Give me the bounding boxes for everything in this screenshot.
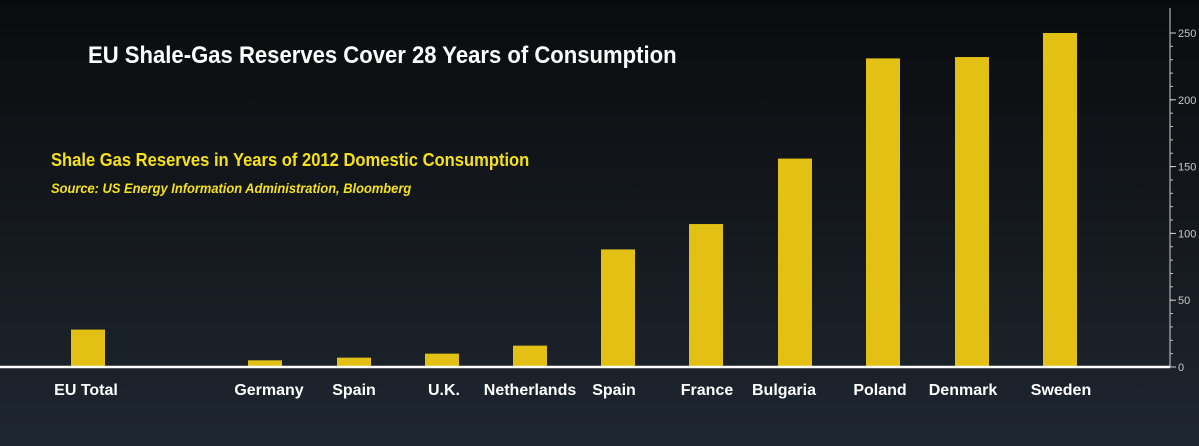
chart-source: Source: US Energy Information Administra…: [51, 180, 412, 196]
y-tick-label: 100: [1178, 228, 1196, 240]
category-label: U.K.: [428, 382, 460, 399]
bar: [1043, 33, 1077, 367]
bar: [248, 360, 282, 367]
y-tick-label: 200: [1178, 95, 1196, 107]
category-label: Germany: [234, 382, 303, 399]
bar: [601, 249, 635, 367]
bar: [866, 58, 900, 367]
y-tick-label: 50: [1178, 295, 1190, 307]
bar: [955, 57, 989, 367]
category-label: Netherlands: [484, 382, 577, 399]
category-label: Sweden: [1031, 382, 1091, 399]
bar: [689, 224, 723, 367]
category-label: EU Total: [54, 382, 118, 399]
bar: [513, 345, 547, 367]
chart-title: EU Shale-Gas Reserves Cover 28 Years of …: [88, 42, 677, 69]
category-label: Denmark: [929, 382, 998, 399]
y-tick-label: 0: [1178, 362, 1184, 374]
bar: [337, 357, 371, 367]
y-tick-label: 150: [1178, 162, 1196, 174]
category-label: Spain: [592, 382, 636, 399]
bar: [71, 329, 105, 367]
y-tick-label: 250: [1178, 28, 1196, 40]
category-label: Spain: [332, 382, 376, 399]
chart-subtitle: Shale Gas Reserves in Years of 2012 Dome…: [51, 150, 530, 170]
bar: [425, 353, 459, 367]
category-label: France: [681, 382, 734, 399]
bar: [778, 158, 812, 367]
category-label: Bulgaria: [752, 382, 816, 399]
category-label: Poland: [853, 382, 906, 399]
